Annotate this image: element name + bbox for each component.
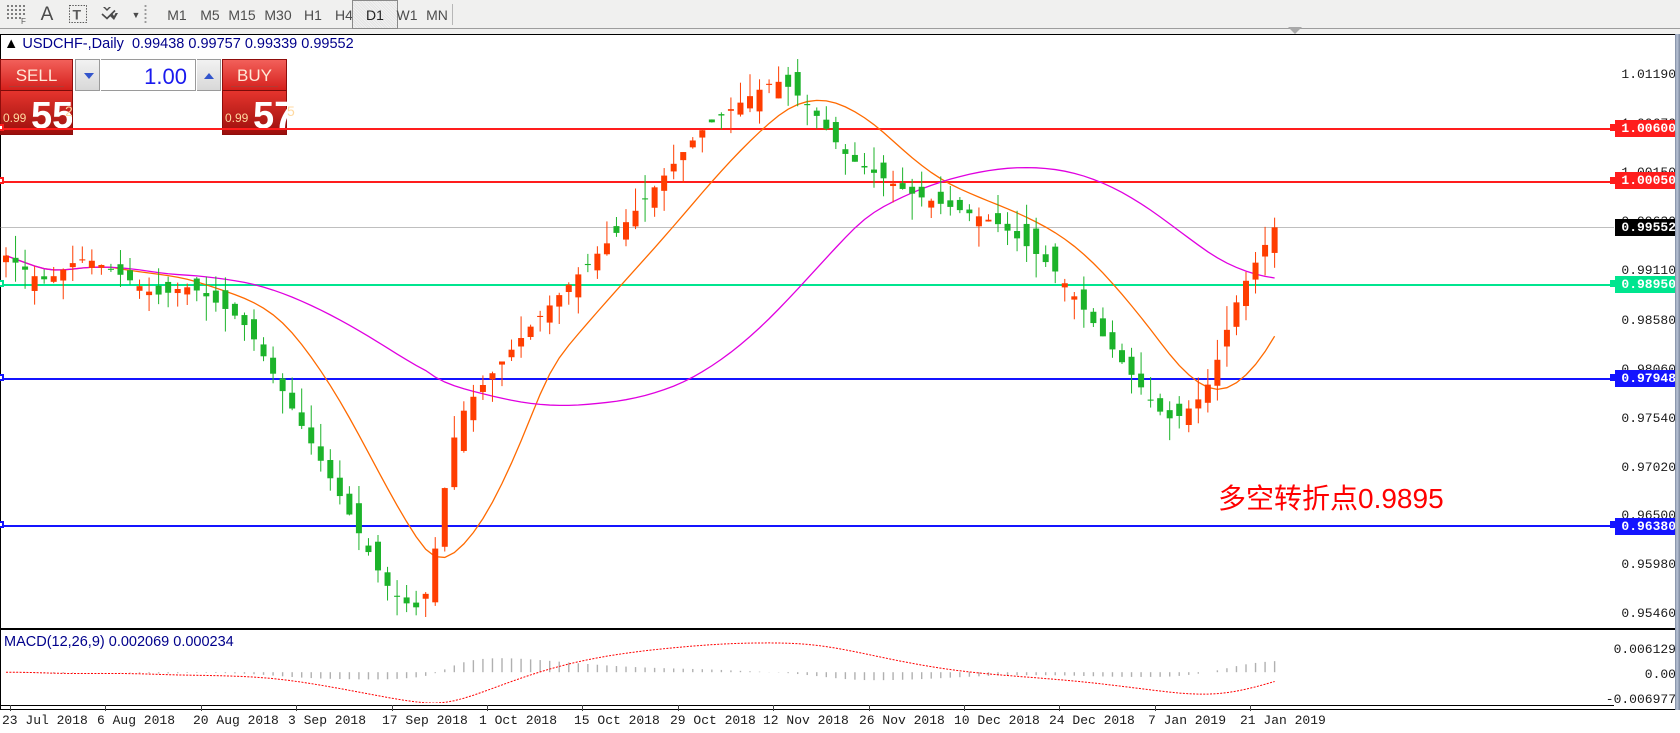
svg-text:T: T (73, 6, 82, 22)
svg-text:F: F (21, 17, 26, 25)
